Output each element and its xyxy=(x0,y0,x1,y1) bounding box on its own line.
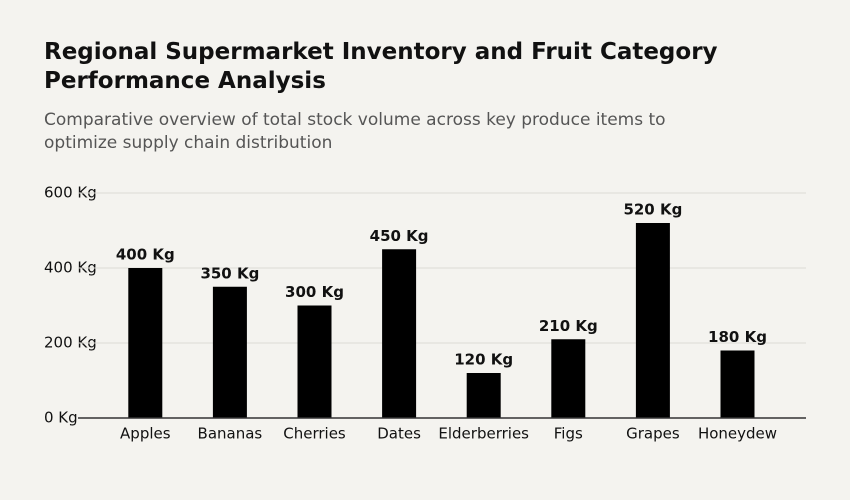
bar xyxy=(551,339,586,418)
chart-title: Regional Supermarket Inventory and Fruit… xyxy=(44,39,718,94)
bar xyxy=(635,223,670,418)
x-tick-label: Cherries xyxy=(283,425,346,443)
value-label: 180 Kg xyxy=(708,328,767,346)
value-label: 520 Kg xyxy=(623,201,682,219)
value-label: 120 Kg xyxy=(454,351,513,369)
x-tick-label: Figs xyxy=(554,425,583,443)
y-tick-label: 600 Kg xyxy=(44,184,97,202)
value-label: 210 Kg xyxy=(539,317,598,335)
value-label: 450 Kg xyxy=(370,227,429,245)
bar xyxy=(212,286,247,418)
bar xyxy=(128,268,163,418)
bar xyxy=(382,249,417,418)
x-tick-label: Honeydew xyxy=(698,425,777,443)
x-tick-label: Elderberries xyxy=(438,425,529,443)
value-label: 350 Kg xyxy=(200,264,259,282)
value-label: 400 Kg xyxy=(116,246,175,264)
y-tick-label: 0 Kg xyxy=(44,409,78,427)
x-tick-label: Dates xyxy=(377,425,421,443)
bar xyxy=(297,305,332,418)
value-label: 300 Kg xyxy=(285,283,344,301)
bar xyxy=(720,350,755,418)
y-tick-label: 200 Kg xyxy=(44,334,97,352)
y-tick-label: 400 Kg xyxy=(44,259,97,277)
bar xyxy=(466,373,501,418)
x-tick-label: Bananas xyxy=(198,425,263,443)
x-tick-label: Apples xyxy=(120,425,171,443)
x-tick-label: Grapes xyxy=(626,425,680,443)
chart-subtitle: Comparative overview of total stock volu… xyxy=(44,110,666,153)
